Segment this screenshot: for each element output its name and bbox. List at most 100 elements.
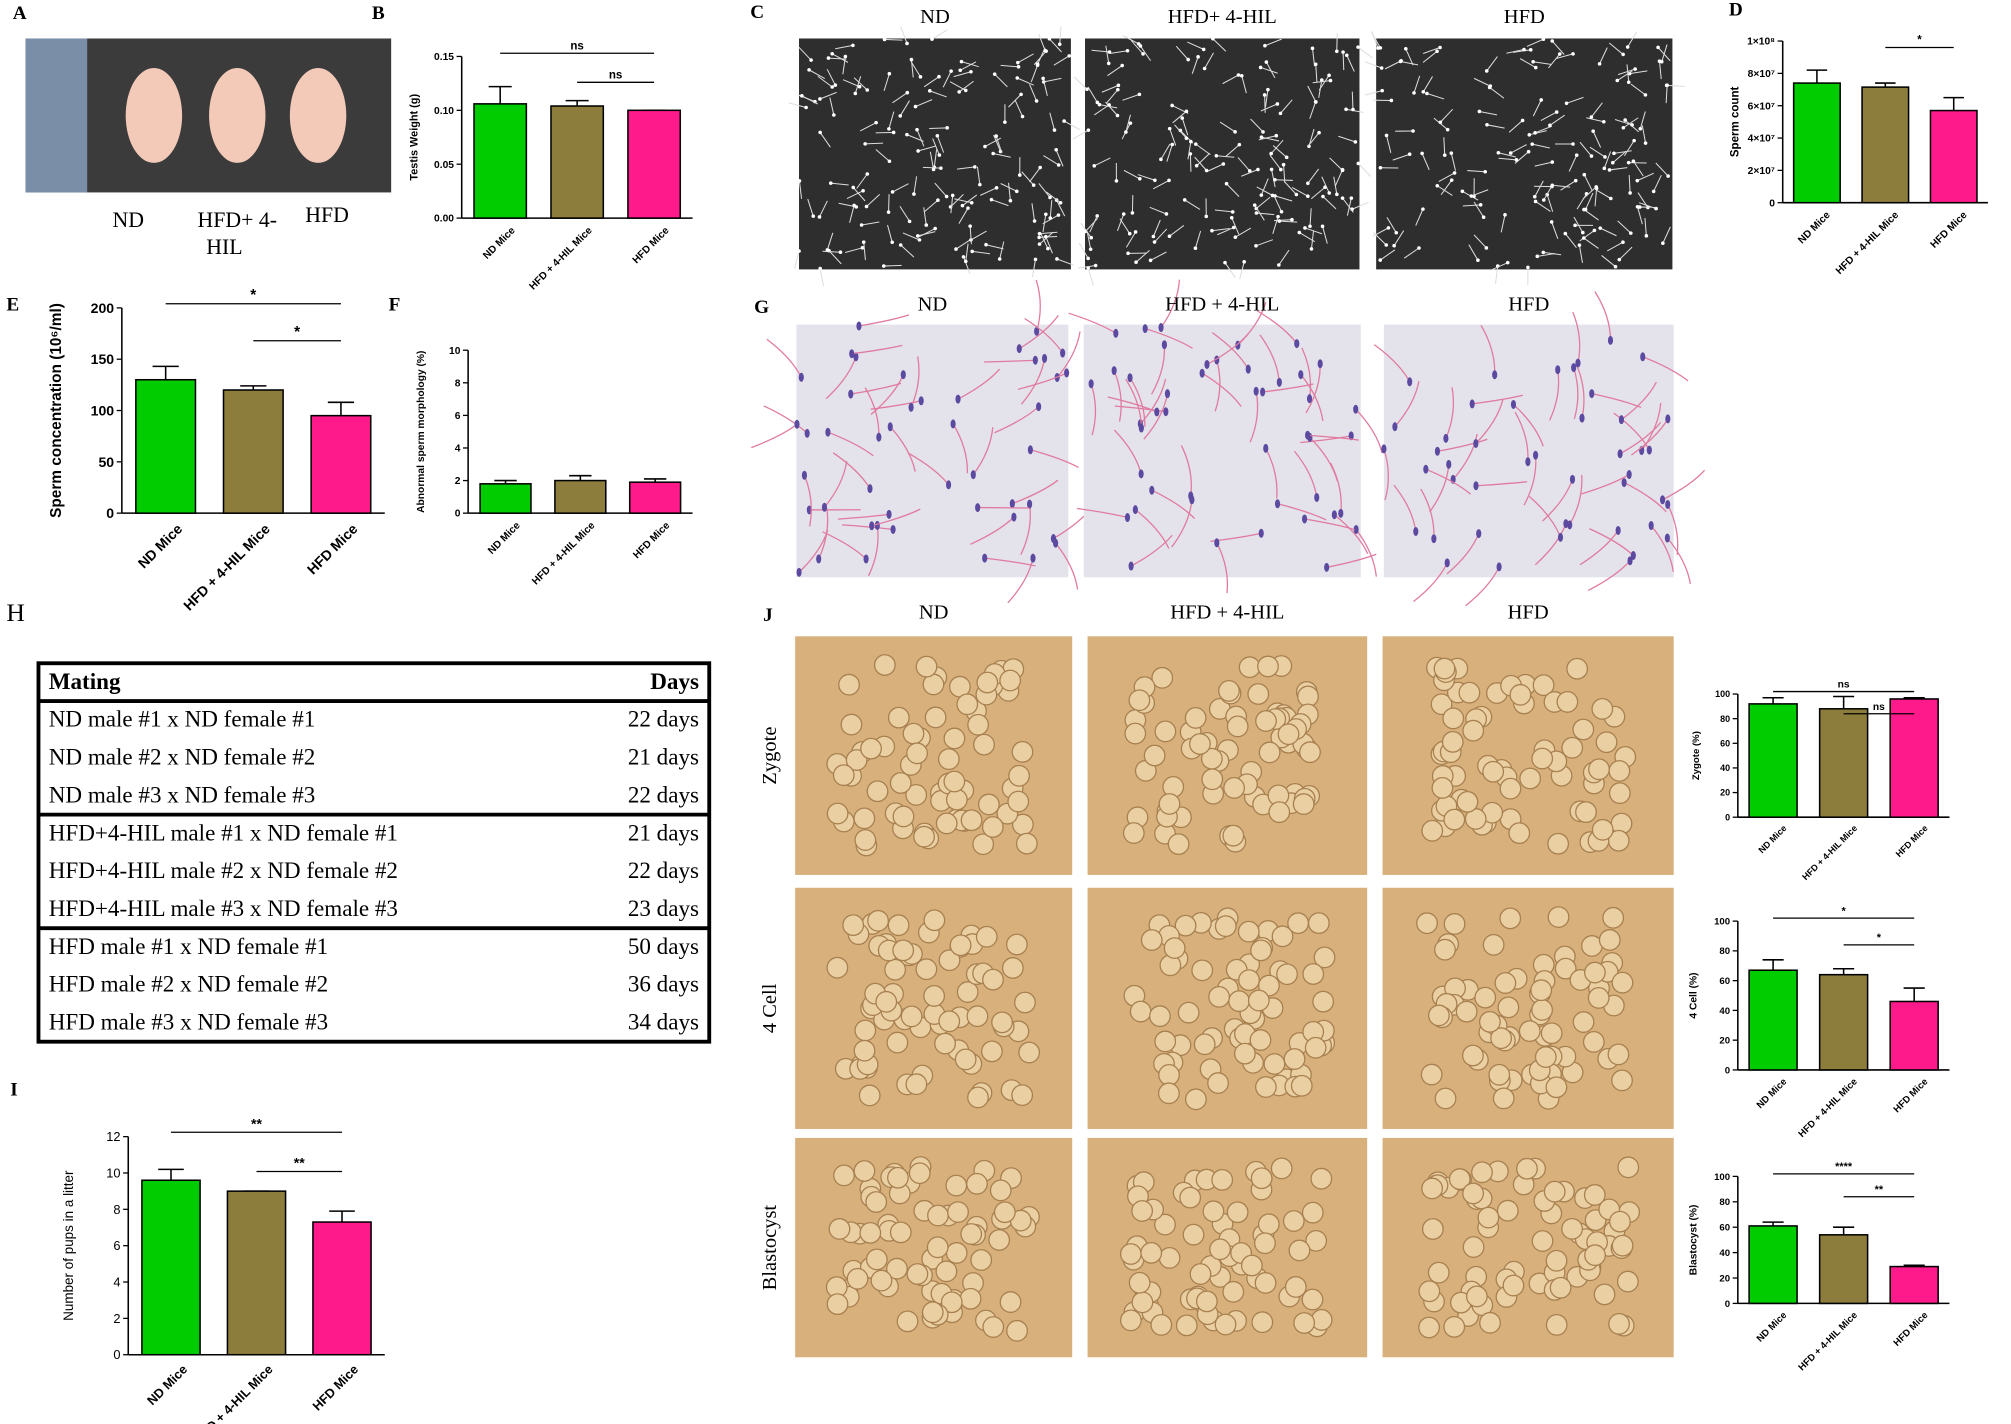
embryo bbox=[1474, 986, 1497, 1009]
embryo bbox=[1223, 777, 1246, 799]
embryo bbox=[960, 1223, 983, 1245]
sperm-head bbox=[1239, 73, 1244, 78]
sperm-head bbox=[809, 58, 813, 62]
embryo bbox=[1189, 733, 1211, 755]
sperm-head bbox=[1386, 226, 1391, 230]
sperm bbox=[1152, 219, 1161, 237]
photo bbox=[788, 26, 1081, 287]
embryo bbox=[1193, 1033, 1216, 1056]
sperm-head bbox=[1294, 339, 1300, 349]
embryo bbox=[1421, 1177, 1444, 1200]
sperm bbox=[1300, 374, 1324, 422]
embryo bbox=[991, 1011, 1013, 1034]
sperm-head bbox=[1242, 260, 1246, 264]
sperm bbox=[1300, 435, 1352, 444]
x-tick-label: HFD Mice bbox=[1892, 1309, 1931, 1348]
sperm-head bbox=[937, 74, 941, 79]
sperm-head bbox=[1412, 91, 1416, 95]
sperm bbox=[1535, 201, 1551, 212]
photo-label: HFD+ 4-HIL bbox=[1168, 6, 1277, 28]
sperm-head bbox=[1298, 370, 1304, 380]
sperm-head bbox=[954, 247, 958, 251]
sperm bbox=[887, 224, 893, 243]
embryo bbox=[1572, 1011, 1595, 1033]
sperm-head bbox=[1510, 399, 1517, 409]
sperm-head bbox=[887, 159, 892, 164]
y-tick-label: 12 bbox=[106, 1129, 120, 1144]
x-tick-label: ND Mice bbox=[1755, 1076, 1790, 1111]
sperm bbox=[819, 268, 825, 287]
sperm bbox=[871, 508, 921, 527]
sperm bbox=[1422, 47, 1441, 55]
sperm-head bbox=[830, 85, 835, 89]
sperm bbox=[1265, 448, 1278, 499]
embryo bbox=[1290, 1074, 1313, 1097]
sperm-head bbox=[1038, 165, 1042, 170]
embryo bbox=[1001, 957, 1024, 979]
sperm-head bbox=[1533, 131, 1537, 135]
embryo bbox=[906, 1263, 929, 1285]
sperm-head bbox=[1097, 102, 1102, 107]
embryo bbox=[1591, 818, 1614, 841]
sperm-head bbox=[1618, 415, 1624, 425]
embryo bbox=[1191, 959, 1214, 982]
sperm bbox=[1216, 155, 1235, 158]
sperm bbox=[1191, 56, 1199, 74]
sperm bbox=[1500, 214, 1506, 233]
sperm-head bbox=[1137, 92, 1142, 97]
sperm-head bbox=[1247, 169, 1252, 173]
sperm bbox=[788, 102, 807, 108]
sperm-head bbox=[1610, 160, 1615, 165]
sperm-head bbox=[1046, 246, 1050, 251]
sperm bbox=[1579, 141, 1592, 157]
sperm-head bbox=[969, 70, 973, 74]
sperm bbox=[1264, 89, 1269, 108]
y-tick-label: 100 bbox=[1714, 1172, 1730, 1183]
sperm bbox=[1587, 560, 1631, 592]
sperm-head bbox=[1020, 114, 1025, 119]
sperm bbox=[1109, 50, 1128, 54]
row-label: 4 Cell bbox=[759, 983, 781, 1033]
embryo bbox=[906, 742, 928, 765]
embryo bbox=[934, 1032, 956, 1055]
embryo bbox=[1442, 707, 1465, 730]
sperm-head bbox=[1582, 172, 1587, 177]
bar bbox=[1818, 1234, 1869, 1305]
sperm-head bbox=[969, 200, 974, 205]
sperm-head bbox=[1577, 243, 1582, 247]
sperm bbox=[1426, 92, 1445, 100]
sperm-head bbox=[1041, 353, 1048, 363]
sperm-head bbox=[1615, 78, 1620, 83]
sperm-head bbox=[1151, 234, 1156, 239]
sperm bbox=[1310, 231, 1314, 249]
sperm-head bbox=[1252, 203, 1257, 207]
y-tick-label: 4 bbox=[455, 444, 461, 455]
sperm bbox=[1021, 171, 1035, 186]
sperm-head bbox=[1182, 198, 1187, 202]
embryo bbox=[1154, 720, 1177, 743]
sperm-head bbox=[1571, 142, 1575, 146]
embryo bbox=[1240, 1254, 1263, 1277]
sperm bbox=[1472, 394, 1523, 405]
sperm bbox=[1543, 184, 1554, 201]
embryo bbox=[1202, 1200, 1225, 1223]
embryo bbox=[1572, 718, 1595, 741]
sperm-head bbox=[1167, 178, 1171, 183]
sperm bbox=[1526, 38, 1544, 47]
sperm-head bbox=[1060, 348, 1066, 358]
sperm bbox=[1443, 137, 1446, 156]
sperm-head bbox=[1009, 499, 1015, 509]
panel-letter: G bbox=[754, 297, 769, 318]
sperm bbox=[1206, 163, 1224, 172]
sperm-head bbox=[825, 427, 831, 437]
sperm-head bbox=[1338, 508, 1344, 518]
sperm-head bbox=[1420, 151, 1424, 156]
sperm-head bbox=[1306, 181, 1310, 186]
sperm bbox=[1579, 530, 1619, 566]
bar bbox=[479, 483, 532, 514]
sperm bbox=[1031, 203, 1036, 222]
y-axis-label: Abnormal sperm morphology (%) bbox=[416, 351, 427, 513]
sperm bbox=[1510, 144, 1527, 154]
sperm-head bbox=[994, 186, 999, 190]
sperm bbox=[1031, 259, 1037, 278]
